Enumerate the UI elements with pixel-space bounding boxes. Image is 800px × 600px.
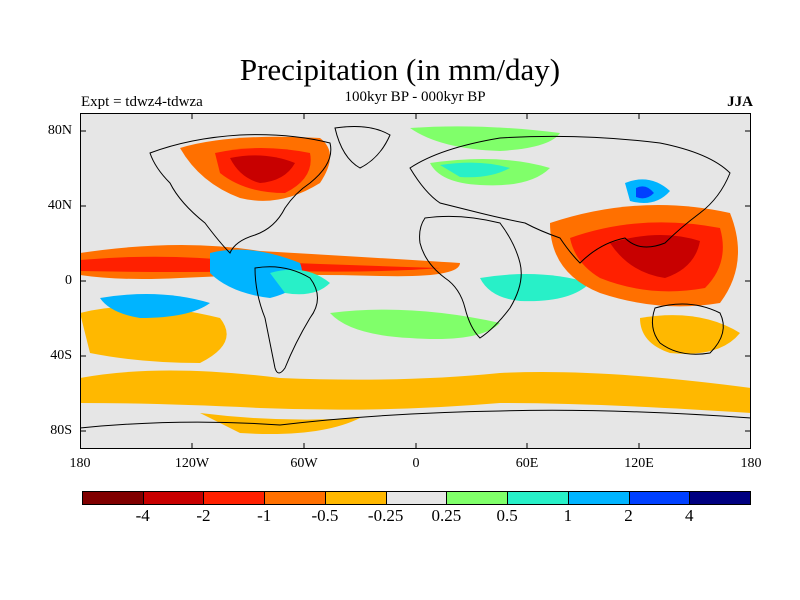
colorbar-swatch — [203, 491, 266, 505]
map-frame — [80, 113, 751, 449]
colorbar-label: 2 — [624, 506, 633, 525]
coast-africa — [419, 215, 522, 339]
colorbar-swatch — [628, 491, 691, 505]
lat-label-80n: 80N — [47, 123, 72, 138]
coast-north-america — [149, 134, 332, 254]
colorbar-swatch — [689, 491, 751, 505]
colorbar-swatch — [385, 491, 448, 505]
colorbar-label: -0.5 — [311, 506, 339, 525]
colorbar-label: -4 — [135, 506, 150, 525]
lon-label-180w: 180 — [69, 456, 91, 471]
lon-label-60w: 60W — [290, 456, 318, 471]
anomaly-indian-ocean-wet — [480, 274, 590, 302]
colorbar-swatch — [324, 491, 387, 505]
anomaly-arctic-wet — [410, 126, 560, 151]
colorbar-label: -2 — [196, 506, 211, 525]
colorbar-swatch — [446, 491, 509, 505]
lon-label-180e: 180 — [740, 456, 762, 471]
map-title: Precipitation (in mm/day) — [239, 52, 561, 87]
coast-south-america — [254, 266, 318, 374]
lon-label-0: 0 — [412, 456, 420, 471]
lon-label-120w: 120W — [174, 456, 210, 471]
colorbar-label: -0.25 — [367, 506, 404, 525]
lat-label-80s: 80S — [50, 423, 72, 438]
anomaly-southern-ocean-dry — [80, 370, 751, 413]
colorbar-swatch — [82, 491, 144, 505]
anomaly-canada-drier — [230, 155, 295, 183]
coastlines — [80, 126, 751, 429]
lon-label-120e: 120E — [624, 456, 654, 471]
colorbar-label: 1 — [563, 506, 573, 525]
anomaly-tropical-pacific-wet — [210, 249, 302, 298]
anomaly-siberia-wet-core — [440, 162, 510, 178]
coast-antarctica — [80, 409, 751, 429]
colorbar-label: 4 — [685, 506, 694, 525]
anomaly-asian-monsoon-dry-peak — [610, 234, 700, 278]
season-label: JJA — [727, 94, 753, 110]
anomaly-amazon-wet — [270, 269, 330, 295]
precipitation-map — [80, 113, 751, 449]
anomaly-south-pacific-dry — [80, 306, 227, 363]
colorbar-label: 0.5 — [496, 506, 518, 525]
colorbar-swatch — [264, 491, 326, 505]
anomaly-south-atlantic-wet — [330, 309, 500, 339]
lat-label-40n: 40N — [47, 198, 72, 213]
colorbar-swatch — [567, 491, 630, 505]
anomaly-south-pacific-wet — [100, 294, 210, 318]
anomaly-antarctic-dry — [200, 413, 360, 434]
colorbar — [82, 491, 751, 505]
lat-label-40s: 40S — [50, 348, 72, 363]
colorbar-swatch — [142, 491, 205, 505]
lon-label-60e: 60E — [515, 456, 539, 471]
experiment-label: Expt = tdwz4-tdwza — [81, 94, 203, 110]
colorbar-swatch — [507, 491, 569, 505]
anomaly-fields — [80, 126, 751, 434]
map-subtitle: 100kyr BP - 000kyr BP — [344, 89, 486, 105]
anomaly-east-asia-wet-core — [636, 186, 654, 199]
colorbar-label: -1 — [257, 506, 272, 525]
coast-australia — [651, 303, 724, 355]
lat-label-0: 0 — [65, 273, 72, 288]
anomaly-australia-dry — [640, 315, 740, 354]
coast-eurasia — [409, 135, 731, 264]
colorbar-label: 0.25 — [431, 506, 462, 525]
coast-greenland — [334, 126, 391, 169]
